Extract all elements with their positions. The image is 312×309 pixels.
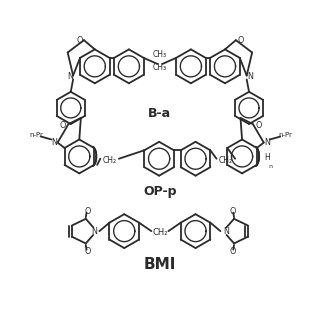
Text: N: N [264,138,270,147]
Text: O: O [84,247,90,256]
Text: O: O [60,121,66,130]
Text: BMI: BMI [144,257,176,272]
Text: N: N [247,72,253,81]
Text: n-Pr: n-Pr [29,132,43,138]
Text: O: O [76,36,82,45]
Text: n-Pr: n-Pr [279,132,292,138]
Text: CH₂: CH₂ [103,156,117,165]
Text: CH₃: CH₃ [153,63,167,72]
Text: O: O [229,207,236,216]
Text: N: N [67,72,73,81]
Text: O: O [84,207,90,216]
Text: N: N [91,227,97,236]
Text: O: O [229,247,236,256]
Text: H: H [264,153,270,162]
Text: OP-p: OP-p [143,184,177,197]
Text: B-a: B-a [148,107,172,120]
Text: N: N [223,227,229,236]
Text: O: O [237,36,244,45]
Text: N: N [51,138,57,147]
Text: O: O [255,121,261,130]
Text: CH₂: CH₂ [219,156,233,165]
Text: n: n [268,164,272,169]
Text: CH₃: CH₃ [153,49,167,58]
Text: CH₂: CH₂ [152,228,168,237]
